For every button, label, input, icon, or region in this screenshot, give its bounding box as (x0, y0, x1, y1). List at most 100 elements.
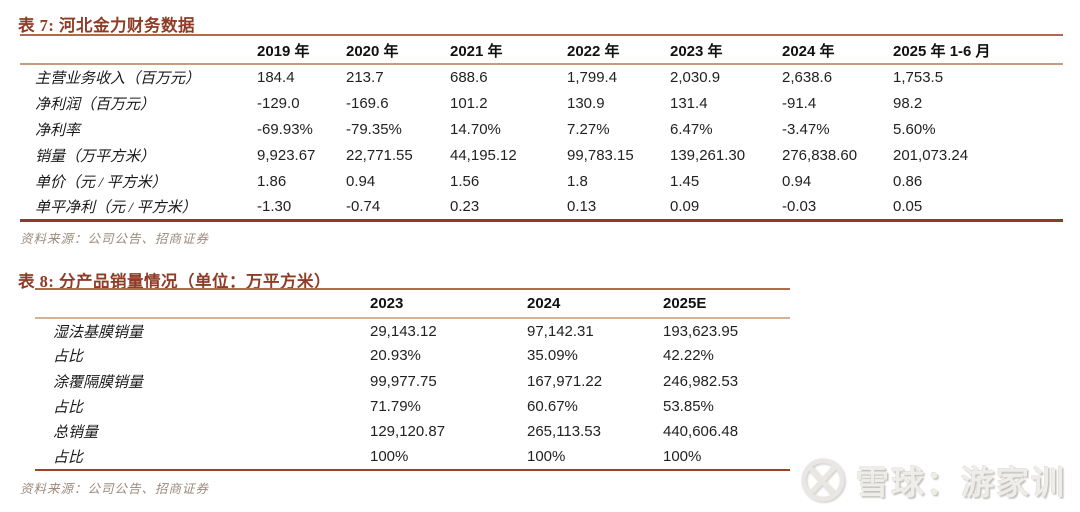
table-row: 销量（万平方米） 9,923.67 22,771.55 44,195.12 99,783… (20, 142, 1063, 168)
value-cell: -129.0 (257, 94, 300, 112)
xueqiu-logo-icon (801, 458, 845, 502)
header-row: 2019 年 2020 年 2021 年 2022 年 2023 年 2024 年 2025… (20, 37, 1063, 64)
row-label: 占比 (53, 349, 84, 366)
watermark: 雪球：游家训 (800, 456, 1066, 504)
value-cell: 184.4 (257, 69, 295, 86)
header-cell: 2023 (370, 295, 404, 312)
value-cell: 193,623.95 (663, 322, 739, 340)
value-cell: 0.94 (782, 172, 812, 190)
value-cell: 167,971.22 (527, 372, 603, 390)
row-label: 净利润（百万元） (35, 96, 156, 113)
header-cell: 2025E (663, 295, 707, 312)
value-cell: 7.27% (567, 120, 610, 138)
value-cell: -169.6 (346, 94, 389, 112)
header-cell: 2020 年 (346, 42, 399, 60)
value-cell: -0.03 (782, 197, 817, 215)
table-row: 主营业务收入（百万元） 184.4 213.7 688.6 1,799.4 2,030.9… (20, 64, 1063, 90)
table7-source: 资料来源：公司公告、招商证券 (20, 232, 210, 246)
table8-source: 资料来源：公司公告、招商证券 (20, 482, 210, 496)
value-cell: 97,142.31 (527, 322, 594, 340)
value-cell: 1.45 (670, 172, 700, 190)
table-row: 单价（元 / 平方米） 1.86 0.94 1.56 1.8 1.45 0.94 0.86 (20, 168, 1063, 194)
value-cell: 1.56 (450, 172, 480, 190)
value-cell: 0.13 (567, 197, 597, 215)
value-cell: 100% (663, 448, 702, 466)
table7: 2019 年 2020 年 2021 年 2022 年 2023 年 2024 年 2025… (20, 37, 1063, 222)
header-cell: 2023 年 (670, 42, 723, 60)
value-cell: 265,113.53 (527, 423, 601, 441)
value-cell: 98.2 (893, 94, 923, 112)
row-label: 主营业务收入（百万元） (35, 71, 201, 87)
table-row: 净利率 -69.93% -79.35% 14.70% 7.27% 6.47% -3.47% 5… (20, 116, 1063, 142)
value-cell: 35.09% (527, 347, 578, 365)
value-cell: 6.47% (670, 120, 713, 138)
value-cell: 29,143.12 (370, 322, 437, 340)
row-label: 占比 (53, 400, 84, 417)
row-label: 单平净利（元 / 平方米） (35, 199, 197, 216)
row-label: 销量（万平方米） (35, 148, 156, 165)
table-row: 占比 100% 100% 100% (35, 444, 790, 470)
value-cell: 688.6 (450, 69, 488, 86)
table7-title: 表 7: 河北金力财务数据 (18, 16, 195, 35)
value-cell: 9,923.67 (257, 146, 316, 164)
header-cell: 2022 年 (567, 42, 620, 60)
value-cell: 53.85% (663, 398, 714, 416)
table-row: 占比 71.79% 60.67% 53.85% (35, 394, 790, 419)
value-cell: 2,030.9 (670, 69, 721, 86)
value-cell: 100% (527, 448, 566, 466)
value-cell: 139,261.30 (670, 146, 746, 164)
header-cell: 2024 年 (782, 42, 835, 60)
table-row: 单平净利（元 / 平方米） -1.30 -0.74 0.23 0.13 0.09 -0.03… (20, 194, 1063, 220)
value-cell: 131.4 (670, 94, 708, 112)
value-cell: 0.86 (893, 172, 923, 190)
table-row: 涂覆隔膜销量 99,977.75 167,971.22 246,982.53 (35, 369, 790, 394)
value-cell: 101.2 (450, 94, 488, 112)
value-cell: 2,638.6 (782, 69, 833, 86)
table8-title-rule (35, 288, 790, 290)
value-cell: 71.79% (370, 398, 421, 416)
row-label: 湿法基膜销量 (53, 324, 144, 341)
value-cell: 100% (370, 448, 409, 466)
table-row: 湿法基膜销量 29,143.12 97,142.31 193,623.95 (35, 318, 790, 343)
value-cell: -0.74 (346, 197, 381, 215)
row-label: 单价（元 / 平方米） (35, 174, 167, 191)
header-cell: 2019 年 (257, 42, 310, 60)
table-row: 净利润（百万元） -129.0 -169.6 101.2 130.9 131.4 -91.4… (20, 90, 1063, 116)
value-cell: 0.05 (893, 197, 923, 215)
value-cell: 201,073.24 (893, 146, 969, 164)
header-cell: 2024 (527, 295, 561, 312)
value-cell: 60.67% (527, 398, 578, 416)
value-cell: 130.9 (567, 94, 605, 112)
value-cell: 0.09 (670, 197, 700, 215)
row-label: 占比 (53, 450, 84, 467)
value-cell: 213.7 (346, 69, 384, 86)
table-row: 占比 20.93% 35.09% 42.22% (35, 343, 790, 368)
row-label: 涂覆隔膜销量 (53, 374, 144, 391)
value-cell: 0.23 (450, 197, 480, 215)
value-cell: 0.94 (346, 172, 376, 190)
value-cell: -79.35% (346, 120, 402, 138)
value-cell: 1.86 (257, 172, 287, 190)
value-cell: -1.30 (257, 197, 292, 215)
value-cell: 22,771.55 (346, 146, 413, 164)
header-label-cell (20, 37, 257, 64)
header-cell: 2021 年 (450, 42, 503, 60)
value-cell: 129,120.87 (370, 423, 446, 441)
header-label-cell (35, 290, 370, 318)
table8-title: 表 8: 分产品销量情况（单位：万平方米） (18, 272, 331, 291)
value-cell: 99,783.15 (567, 146, 634, 164)
value-cell: -69.93% (257, 120, 313, 138)
header-row: 2023 2024 2025E (35, 290, 790, 318)
table7-title-rule (20, 34, 1063, 36)
header-cell: 2025 年 1-6 月 (893, 42, 991, 60)
value-cell: 99,977.75 (370, 372, 437, 390)
watermark-text: 雪球：游家训 (856, 464, 1066, 501)
value-cell: 5.60% (893, 120, 936, 138)
value-cell: 1,753.5 (893, 69, 944, 86)
table8: 2023 2024 2025E 湿法基膜销量 29,143.12 97,142.31 193… (35, 290, 790, 471)
value-cell: 20.93% (370, 347, 421, 365)
value-cell: 44,195.12 (450, 146, 517, 164)
value-cell: 42.22% (663, 347, 714, 365)
value-cell: -91.4 (782, 94, 817, 112)
